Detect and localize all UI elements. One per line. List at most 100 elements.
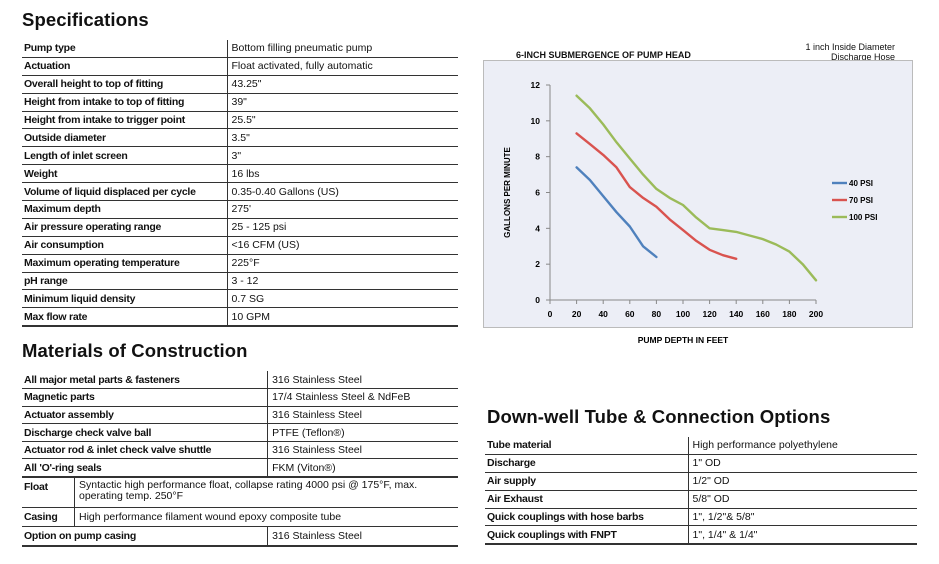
- spec-label: Air pressure operating range: [22, 218, 227, 237]
- spec-label: Actuation: [22, 57, 227, 76]
- spec-value: 10 GPM: [226, 307, 458, 328]
- downwell-row: Discharge 1" OD: [485, 454, 917, 473]
- spec-row: Pump type Bottom filling pneumatic pump: [22, 40, 458, 58]
- y-tick-label: 2: [535, 259, 540, 269]
- spec-row: pH range 3 - 12: [22, 272, 458, 291]
- spec-row: Length of inlet screen 3": [22, 146, 458, 166]
- spec-row: Air consumption <16 CFM (US): [22, 236, 458, 255]
- material-value: 316 Stainless Steel: [267, 406, 458, 425]
- spec-label: Air consumption: [22, 236, 227, 255]
- material-row: Discharge check valve ball PTFE (Teflon®): [22, 423, 458, 442]
- spec-row: Max flow rate 10 GPM: [22, 307, 458, 328]
- legend-label: 40 PSI: [849, 179, 873, 188]
- casing-value: High performance filament wound epoxy co…: [74, 507, 458, 528]
- material-value: 316 Stainless Steel: [267, 441, 458, 460]
- series-line-100-psi: [575, 94, 818, 282]
- spec-value: 0.7 SG: [226, 289, 458, 309]
- material-row: Magnetic parts 17/4 Stainless Steel & NdF…: [22, 388, 458, 407]
- downwell-value: 1/2" OD: [687, 472, 917, 491]
- material-label: Discharge check valve ball: [22, 423, 268, 442]
- chart-note: 1 inch Inside Diameter Discharge Hose: [805, 42, 895, 62]
- downwell-value: 5/8" OD: [687, 490, 917, 509]
- spec-label: Maximum operating temperature: [22, 254, 227, 273]
- x-tick-label: 140: [729, 309, 743, 319]
- specifications-table: Pump type Bottom filling pneumatic pump Ac…: [22, 40, 458, 328]
- spec-value: 16 lbs: [226, 164, 458, 184]
- spec-row: Height from intake to top of fitting 39": [22, 93, 458, 112]
- spec-row: Overall height to top of fitting 43.25": [22, 75, 458, 94]
- y-tick-label: 0: [535, 295, 540, 305]
- material-label: Actuator rod & inlet check valve shuttle: [22, 441, 268, 460]
- spec-value: 275': [226, 200, 458, 219]
- casing-label: Casing: [22, 507, 75, 528]
- material-label: All major metal parts & fasteners: [22, 371, 268, 390]
- series-line-70-psi: [575, 132, 738, 261]
- spec-row: Volume of liquid displaced per cycle 0.35…: [22, 182, 458, 202]
- material-label: Actuator assembly: [22, 406, 268, 425]
- spec-label: Weight: [22, 164, 227, 184]
- spec-row: Maximum depth 275': [22, 200, 458, 219]
- spec-label: Volume of liquid displaced per cycle: [22, 182, 227, 202]
- spec-label: Height from intake to trigger point: [22, 111, 227, 130]
- x-tick-label: 120: [703, 309, 717, 319]
- x-tick-label: 160: [756, 309, 770, 319]
- spec-label: Outside diameter: [22, 128, 227, 148]
- legend-label: 100 PSI: [849, 213, 877, 222]
- spec-label: Length of inlet screen: [22, 146, 227, 166]
- y-tick-label: 12: [531, 80, 541, 90]
- x-tick-label: 180: [782, 309, 796, 319]
- y-axis-label: GALLONS PER MINUTE: [503, 147, 512, 238]
- material-value: 17/4 Stainless Steel & NdFeB: [267, 388, 458, 407]
- option-label: Option on pump casing: [22, 526, 268, 547]
- x-tick-label: 20: [572, 309, 582, 319]
- float-value: Syntactic high performance float, collap…: [74, 475, 458, 509]
- downwell-value: 1", 1/4" & 1/4": [687, 525, 917, 546]
- spec-value: 25 - 125 psi: [226, 218, 458, 237]
- downwell-label: Quick couplings with FNPT: [485, 525, 688, 546]
- series-line-40-psi: [575, 166, 658, 259]
- x-tick-label: 80: [652, 309, 662, 319]
- materials-heading: Materials of Construction: [22, 340, 248, 361]
- spec-value: 3.5": [226, 128, 458, 148]
- downwell-value: High performance polyethylene: [687, 437, 917, 455]
- material-value: 316 Stainless Steel: [267, 371, 458, 390]
- spec-value: Bottom filling pneumatic pump: [226, 40, 458, 58]
- y-tick-label: 8: [535, 152, 540, 162]
- spec-label: pH range: [22, 272, 227, 291]
- x-tick-label: 60: [625, 309, 635, 319]
- y-tick-label: 4: [535, 223, 540, 233]
- y-tick-label: 10: [531, 116, 541, 126]
- x-tick-label: 100: [676, 309, 690, 319]
- casing-row: Casing High performance filament wound ep…: [22, 507, 458, 528]
- spec-value: 225°F: [226, 254, 458, 273]
- material-label: Magnetic parts: [22, 388, 268, 407]
- downwell-row: Tube material High performance polyethyle…: [485, 437, 917, 455]
- spec-value: 39": [226, 93, 458, 112]
- spec-value: 3 - 12: [226, 272, 458, 291]
- y-tick-label: 6: [535, 188, 540, 198]
- spec-value: 25.5": [226, 111, 458, 130]
- material-label: All 'O'-ring seals: [22, 458, 268, 478]
- downwell-row: Quick couplings with FNPT 1", 1/4" & 1/4": [485, 525, 917, 546]
- spec-label: Maximum depth: [22, 200, 227, 219]
- downwell-label: Air supply: [485, 472, 688, 491]
- spec-row: Weight 16 lbs: [22, 164, 458, 184]
- chart-note-line1: 1 inch Inside Diameter: [805, 42, 895, 52]
- x-tick-label: 0: [548, 309, 553, 319]
- spec-row: Height from intake to trigger point 25.5": [22, 111, 458, 130]
- material-value: FKM (Viton®): [267, 458, 458, 478]
- materials-table: All major metal parts & fasteners 316 Sta…: [22, 371, 458, 547]
- x-axis-label: PUMP DEPTH IN FEET: [638, 335, 729, 345]
- spec-row: Outside diameter 3.5": [22, 128, 458, 148]
- spec-value: 3": [226, 146, 458, 166]
- downwell-row: Air supply 1/2" OD: [485, 472, 917, 491]
- chart-note-line2: Discharge Hose: [830, 52, 895, 62]
- spec-value: Float activated, fully automatic: [226, 57, 458, 76]
- downwell-label: Quick couplings with hose barbs: [485, 508, 688, 527]
- spec-label: Minimum liquid density: [22, 289, 227, 309]
- downwell-row: Quick couplings with hose barbs 1", 1/2"&…: [485, 508, 917, 527]
- downwell-table: Tube material High performance polyethyle…: [485, 437, 917, 546]
- material-row: Actuator rod & inlet check valve shuttle…: [22, 441, 458, 460]
- material-row: All major metal parts & fasteners 316 Sta…: [22, 371, 458, 390]
